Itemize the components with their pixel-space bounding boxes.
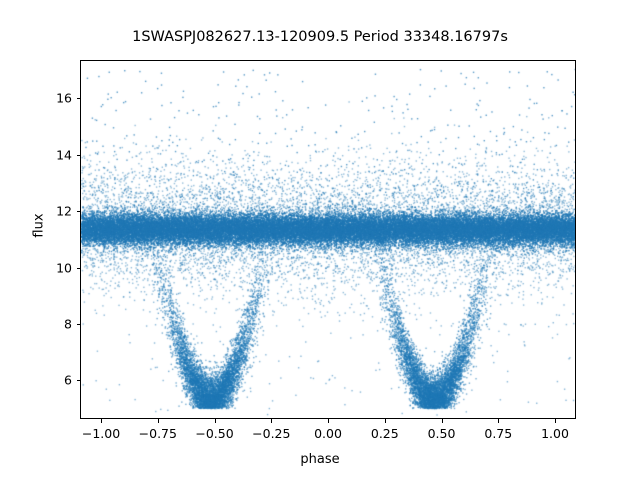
ytick-mark-10	[76, 267, 80, 269]
xtick-mark-0.00	[328, 419, 330, 423]
xtick-mark-0.75	[498, 419, 500, 423]
ytick-label-8: 8	[64, 316, 72, 332]
xtick-label-0.50: 0.50	[427, 426, 456, 441]
ytick-mark-12	[76, 211, 80, 213]
y-axis-label: flux	[31, 213, 47, 238]
ytick-label-6: 6	[64, 372, 72, 388]
xtick-mark-0.25	[384, 419, 386, 423]
xtick-label-0.00: 0.00	[314, 426, 342, 441]
plot-axes-area	[80, 60, 576, 419]
xtick-label-neg1.00: −1.00	[81, 426, 121, 441]
ytick-mark-14	[76, 154, 80, 156]
ytick-label-16: 16	[56, 90, 72, 106]
ytick-mark-16	[76, 98, 80, 100]
ytick-mark-6	[76, 380, 80, 382]
xtick-label-0.25: 0.25	[370, 426, 399, 441]
ytick-mark-8	[76, 323, 80, 325]
chart-title: 1SWASPJ082627.13-120909.5 Period 33348.1…	[132, 29, 508, 45]
xtick-mark-1.00	[555, 419, 557, 423]
xtick-label-neg0.75: −0.75	[138, 426, 177, 441]
xtick-mark-neg0.25	[271, 419, 273, 423]
ytick-label-10: 10	[56, 260, 72, 275]
xtick-label-neg0.50: −0.50	[195, 426, 234, 441]
xtick-mark-neg0.50	[214, 419, 216, 423]
xtick-label-1.00: 1.00	[541, 426, 569, 441]
ytick-label-14: 14	[56, 147, 72, 163]
xtick-label-neg0.25: −0.25	[252, 426, 291, 441]
xtick-mark-neg1.00	[101, 419, 103, 423]
xtick-mark-0.50	[441, 419, 443, 423]
xtick-mark-neg0.75	[157, 419, 159, 423]
ytick-label-12: 12	[56, 203, 72, 219]
scatter-plot-canvas	[81, 61, 575, 418]
xtick-label-0.75: 0.75	[484, 426, 513, 441]
x-axis-label: phase	[300, 452, 340, 467]
